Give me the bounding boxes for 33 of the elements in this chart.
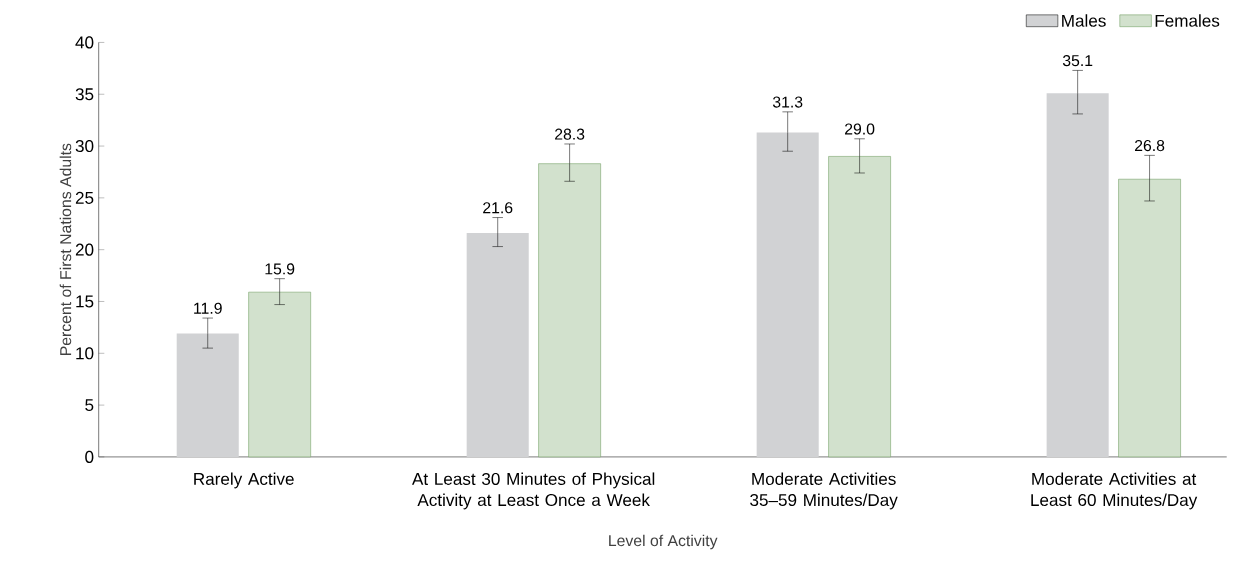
data-label: 21.6 [483,201,513,214]
data-label: 11.9 [194,302,222,314]
legend-label: Females [1155,14,1220,27]
bar [1046,92,1109,457]
bar [756,132,819,457]
x-axis-title: Level of Activity [609,534,718,550]
bar [248,291,311,457]
bar [1118,178,1181,457]
legend-label: Males [1062,14,1106,27]
y-tick-label: 20 [75,243,94,256]
y-tick-label: 35 [75,87,94,101]
data-label: 26.8 [1134,139,1165,151]
bar [828,155,891,457]
y-tick-label: 25 [75,191,94,204]
x-tick-label: Moderate Activities at Least 60 Minutes/Day [1031,472,1198,510]
data-label: 29.0 [845,123,875,135]
y-axis-title: Percent of First Nations Adults [59,143,72,355]
bar [176,333,239,457]
data-label: 35.1 [1062,54,1093,66]
bar [538,163,601,457]
data-label: 28.3 [555,128,585,140]
y-tick-label: 15 [76,295,94,308]
x-tick-label: Rarely Active [194,472,294,489]
x-tick-label: At Least 30 Minutes of Physical Activity at Least Once a Week [412,472,655,510]
x-tick-label: Moderate Activities 35–59 Minutes/Day [750,472,898,510]
y-tick-label: 5 [85,398,94,411]
y-tick-label: 10 [76,347,94,360]
data-label: 15.9 [265,263,295,275]
y-tick-label: 0 [85,450,94,463]
data-label: 31.3 [772,96,803,108]
y-tick-label: 30 [75,139,94,152]
y-tick-label: 40 [75,36,94,49]
bar [466,232,529,457]
